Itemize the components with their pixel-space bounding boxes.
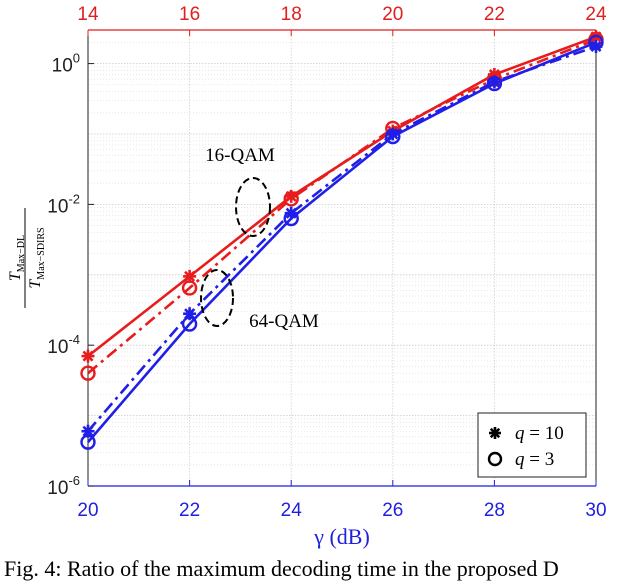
series-line	[87, 38, 597, 375]
circle-marker	[486, 75, 503, 92]
legend-label: q = 10	[515, 423, 564, 444]
star-marker-stroke	[184, 270, 196, 282]
data-point	[486, 75, 503, 92]
circle-marker	[487, 451, 503, 467]
x-top-tick-label: 18	[281, 4, 302, 25]
y-tick-label: 100	[52, 51, 80, 77]
data-point	[385, 128, 401, 145]
legend-label: q = 3	[515, 449, 554, 470]
x-axis-label: γ (dB)	[313, 524, 370, 549]
circle-marker	[283, 210, 299, 227]
data-point	[283, 210, 299, 227]
data-point	[181, 316, 198, 332]
x-top-tick-label: 22	[484, 4, 505, 25]
data-point	[181, 280, 198, 296]
y-tick-label: 10-6	[47, 473, 80, 499]
annotation-label-16qam: 16-QAM	[205, 145, 275, 166]
data-point	[283, 191, 299, 207]
star-marker-stroke	[590, 40, 602, 52]
x-bottom-tick-label: 30	[585, 500, 606, 521]
annotation-16qam: 16-QAM	[205, 145, 275, 237]
legend: q = 10 q = 3	[477, 412, 587, 478]
circle-marker	[80, 434, 96, 450]
series-4	[80, 34, 604, 450]
x-top-tick-label: 16	[179, 4, 200, 25]
x-bottom-tick-label: 24	[281, 500, 303, 521]
circle-marker	[181, 316, 198, 332]
annotation-ellipse	[200, 269, 234, 327]
x-top-tick-label: 24	[585, 4, 607, 25]
circle-marker	[385, 128, 401, 145]
x-top-tick-label: 20	[382, 4, 403, 25]
circle-marker	[588, 34, 604, 51]
star-marker-stroke	[82, 350, 94, 362]
star-marker-stroke	[82, 425, 94, 437]
data-point	[80, 365, 96, 381]
x-top-tick-label: 14	[77, 4, 99, 25]
y-tick-label: 10-2	[47, 191, 80, 217]
grid	[87, 29, 597, 487]
circle-marker	[80, 365, 96, 381]
circle-marker	[283, 191, 299, 207]
x-bottom-tick-label: 22	[179, 500, 200, 521]
annotation-ellipse	[235, 177, 271, 237]
y-label-numerator: TMax−DL	[7, 235, 27, 281]
annotation-64qam: 64-QAM	[200, 269, 319, 332]
figure-caption: Fig. 4: Ratio of the maximum decoding ti…	[4, 556, 559, 581]
annotation-label-64qam: 64-QAM	[249, 311, 319, 332]
x-bottom-tick-label: 20	[77, 500, 98, 521]
y-tick-label: 10-4	[47, 332, 80, 358]
x-bottom-tick-label: 26	[382, 500, 403, 521]
circle-marker	[181, 280, 198, 296]
data-point	[81, 349, 95, 363]
legend-box	[477, 412, 587, 478]
chart: 20 22 24 26 28 30 14 16 18 20 22 24 10-6 10-4 10-2 100 γ…	[7, 4, 607, 549]
plot-area	[88, 30, 596, 486]
data-point	[588, 34, 604, 51]
legend-entry: q = 3	[487, 449, 554, 470]
star-marker-stroke	[184, 308, 196, 320]
x-bottom-tick-label: 28	[484, 500, 505, 521]
star-marker-stroke	[489, 427, 501, 439]
series-line	[87, 41, 597, 443]
data-point	[80, 434, 96, 450]
y-label-denominator: TMax−SDIRS	[27, 227, 47, 288]
legend-entry: q = 10	[489, 423, 564, 444]
